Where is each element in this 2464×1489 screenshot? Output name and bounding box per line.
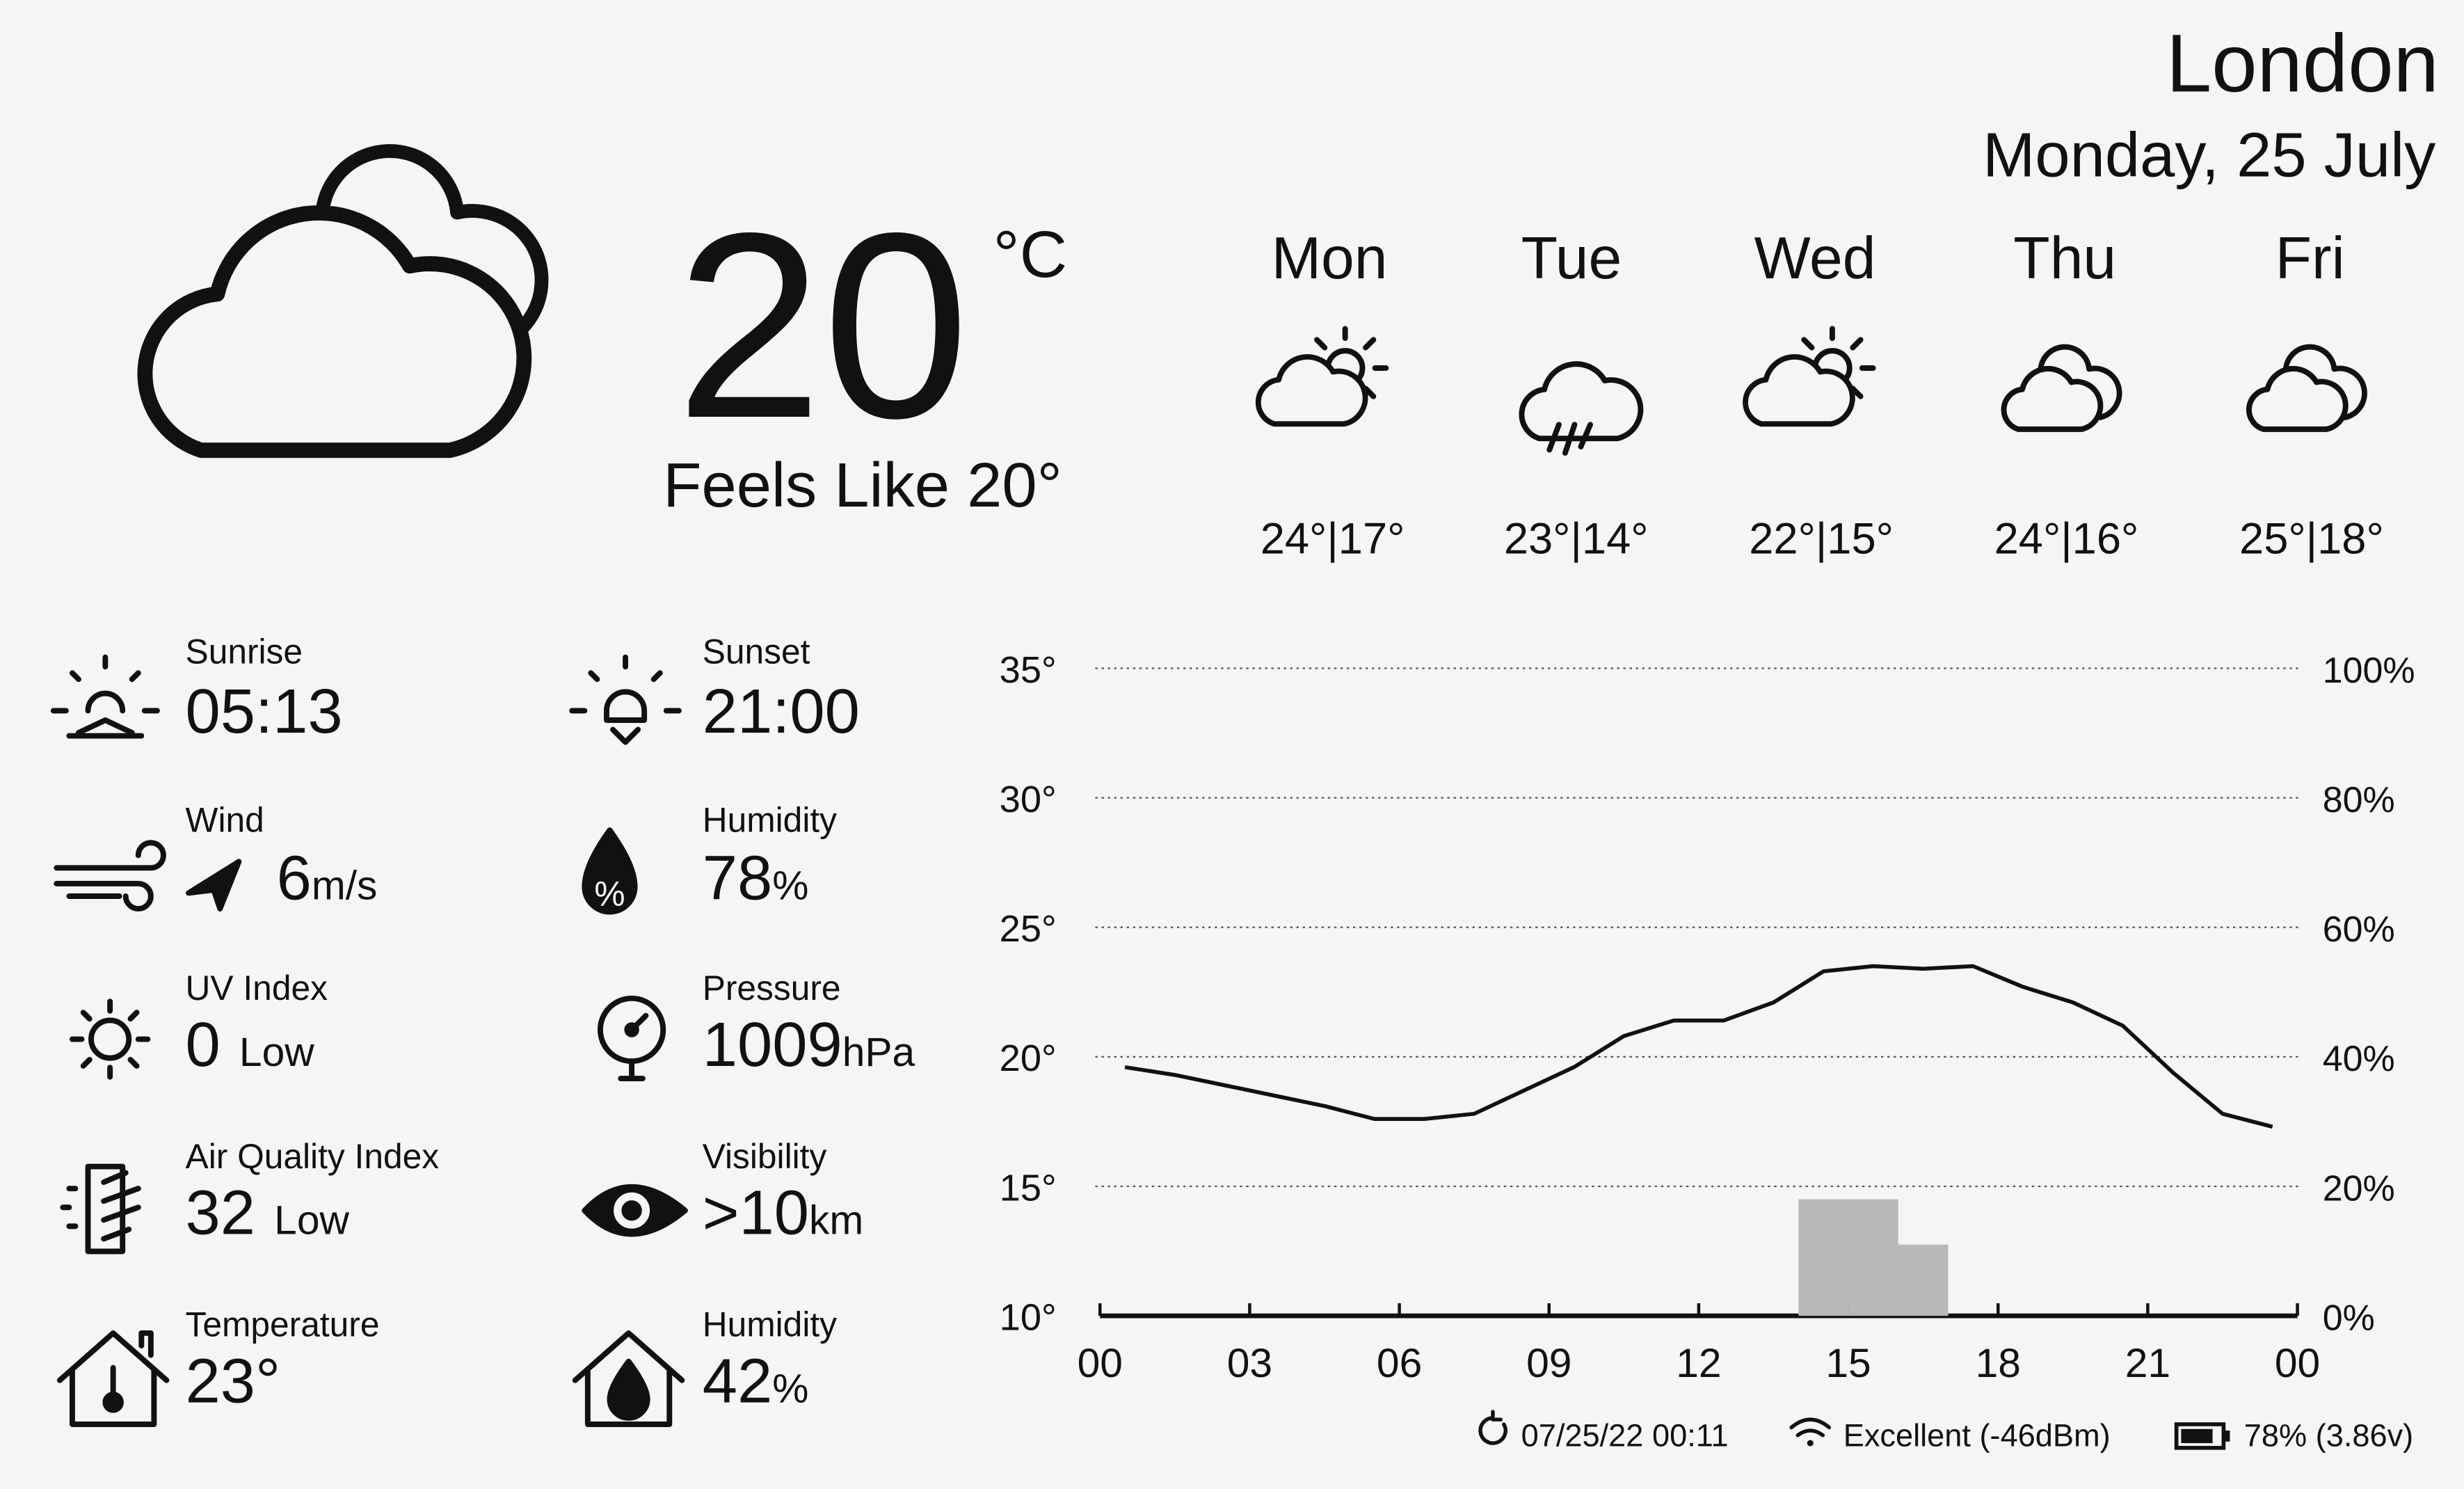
current-icon (145, 144, 549, 450)
value: 0 (186, 1010, 221, 1080)
detail-value: 6m/s (277, 843, 378, 914)
detail-label: UV Index (186, 969, 328, 1008)
hourly-chart: 10° 15° 20° 25° 30° 35° 0% 20% 40% 60% 80% 100% 00 03… (1000, 649, 2415, 1386)
y-tick-label: 15° (1000, 1167, 1057, 1209)
detail-value: 0 Low (186, 1010, 315, 1080)
forecast-day: Tue (1521, 225, 1622, 292)
forecast-day: Fri (2275, 225, 2345, 292)
detail-label: Temperature (186, 1305, 380, 1344)
x-tick-label: 15 (1825, 1341, 1871, 1386)
precip-bar (1848, 1199, 1898, 1316)
y2-tick-label: 0% (2323, 1298, 2375, 1338)
y-tick-label: 35° (1000, 649, 1057, 691)
detail-value: 05:13 (186, 676, 343, 747)
y2-tick-label: 40% (2323, 1039, 2395, 1079)
y-tick-label: 25° (1000, 908, 1057, 950)
detail-value: 21:00 (703, 676, 860, 747)
value: 1009 (703, 1010, 842, 1080)
x-tick-label: 21 (2125, 1341, 2170, 1386)
value: 21:00 (703, 676, 860, 747)
unit: % (772, 1366, 808, 1411)
battery-status: 78% (3.86v) (2244, 1418, 2413, 1454)
detail-value: 32 Low (186, 1178, 350, 1248)
detail-value: >10km (703, 1178, 864, 1248)
level: Low (274, 1198, 349, 1243)
temperature-line (1124, 964, 2273, 1129)
detail-label: Visibility (703, 1137, 827, 1176)
detail-value: 23° (186, 1346, 281, 1416)
x-tick-label: 03 (1227, 1341, 1272, 1386)
y2-tick-label: 20% (2323, 1168, 2395, 1209)
detail-value: 78% (703, 843, 809, 914)
unit: hPa (842, 1030, 915, 1075)
x-tick-label: 06 (1377, 1341, 1422, 1386)
x-tick-label: 12 (1676, 1341, 1721, 1386)
detail-label: Humidity (703, 1305, 837, 1344)
percent-glyph: % (594, 875, 625, 914)
status-bar: 07/25/22 00:11 Excellent (-46dBm) 78% (3… (1478, 1410, 2413, 1454)
forecast-temps: 24°|17° (1261, 515, 1405, 564)
x-tick-label: 18 (1976, 1341, 2021, 1386)
unit: % (772, 863, 808, 909)
y2-tick-label: 100% (2323, 651, 2415, 691)
detail-icons: % (50, 654, 688, 1427)
value: >10 (703, 1178, 809, 1248)
current-temp: 20 (675, 178, 969, 473)
x-tick-label: 09 (1526, 1341, 1571, 1386)
value: 05:13 (186, 676, 343, 747)
y2-tick-label: 60% (2323, 909, 2395, 950)
value: 6 (277, 843, 312, 914)
details: Sunrise 05:13 Sunset 21:00 Wind 6m/s Hum… (186, 632, 915, 1417)
unit: km (809, 1198, 863, 1243)
forecast-temps: 24°|16° (1994, 515, 2139, 564)
wifi-status: Excellent (-46dBm) (1843, 1418, 2111, 1454)
detail-label: Pressure (703, 969, 841, 1008)
level: Low (239, 1030, 314, 1075)
detail-value: 42% (703, 1346, 809, 1416)
precip-bar (1898, 1244, 1949, 1316)
detail-value: 1009hPa (703, 1010, 915, 1080)
value: 78 (703, 843, 772, 914)
precip-bar (1798, 1199, 1849, 1316)
forecast-day: Wed (1754, 225, 1876, 292)
forecast: Mon Tue Wed Thu Fri 24°|17° 23°|14° 22°|… (1258, 225, 2384, 564)
detail-label: Air Quality Index (186, 1137, 440, 1176)
current-unit: °C (993, 218, 1067, 292)
forecast-day: Thu (2013, 225, 2116, 292)
y-tick-label: 30° (1000, 779, 1057, 820)
refresh-time: 07/25/22 00:11 (1521, 1418, 1729, 1454)
city: London (2166, 17, 2439, 109)
y-tick-label: 20° (1000, 1037, 1057, 1079)
x-tick-label: 00 (2275, 1341, 2320, 1386)
y2-tick-label: 80% (2323, 780, 2395, 820)
date: Monday, 25 July (1983, 120, 2435, 190)
forecast-icon (1258, 329, 2367, 456)
detail-label: Humidity (703, 800, 837, 839)
value: 32 (186, 1178, 256, 1248)
unit: m/s (312, 863, 378, 909)
forecast-temps: 25°|18° (2239, 515, 2384, 564)
value: 23° (186, 1346, 281, 1416)
detail-label: Sunset (703, 632, 810, 671)
forecast-temps: 22°|15° (1749, 515, 1894, 564)
value: 42 (703, 1346, 772, 1416)
detail-label: Sunrise (186, 632, 303, 671)
detail-label: Wind (186, 800, 264, 839)
forecast-temps: 23°|14° (1504, 515, 1649, 564)
x-tick-label: 00 (1078, 1341, 1123, 1386)
forecast-day: Mon (1272, 225, 1388, 292)
y-tick-label: 10° (1000, 1296, 1057, 1338)
feels-like: Feels Like 20° (663, 450, 1062, 520)
